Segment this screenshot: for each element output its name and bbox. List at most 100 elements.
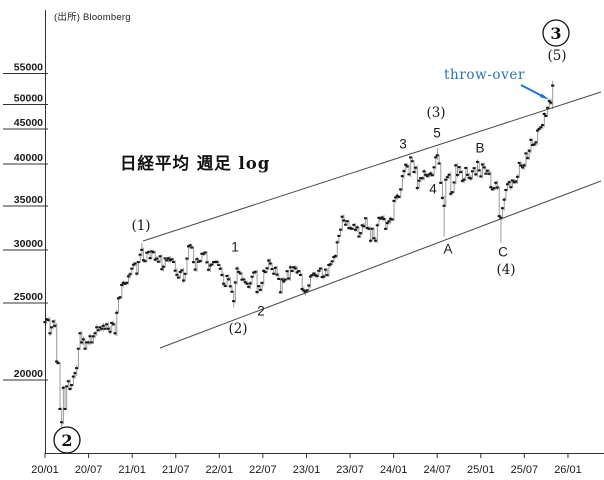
close-dot — [218, 267, 222, 270]
close-dot — [146, 251, 151, 254]
close-dot — [444, 178, 448, 181]
close-dot — [524, 152, 528, 155]
close-dot — [165, 259, 169, 262]
close-dot — [76, 347, 80, 350]
close-dot — [81, 338, 86, 341]
close-dot — [148, 257, 152, 260]
close-dot — [494, 181, 498, 184]
close-dot — [547, 100, 551, 103]
close-dot — [128, 273, 132, 276]
close-dot — [539, 126, 543, 129]
close-dot — [379, 217, 383, 220]
wave-label-A: A — [443, 242, 452, 257]
close-dot — [287, 277, 291, 280]
close-dot — [242, 278, 246, 281]
close-dot — [395, 194, 399, 197]
close-dot — [499, 216, 503, 219]
close-dot — [432, 166, 436, 169]
close-dot — [302, 289, 306, 292]
close-dot — [240, 278, 244, 281]
close-dot — [435, 154, 440, 157]
close-dot — [359, 232, 363, 235]
close-dot — [190, 246, 194, 249]
close-dot — [233, 281, 237, 284]
close-dot — [197, 260, 201, 263]
close-dot — [51, 320, 55, 323]
close-dot — [136, 261, 141, 264]
close-dot — [298, 274, 303, 277]
close-dot — [459, 171, 463, 174]
close-dot — [522, 164, 526, 167]
close-dot — [262, 269, 266, 272]
close-dot — [115, 311, 119, 314]
close-dot — [195, 258, 199, 261]
close-dot — [534, 141, 538, 144]
close-dot — [536, 129, 540, 132]
close-dot — [399, 188, 403, 191]
x-tick-label: 22/07 — [249, 464, 277, 476]
close-dot — [318, 267, 323, 270]
close-dot — [125, 281, 129, 284]
close-dot — [85, 341, 89, 344]
close-dot — [277, 277, 281, 280]
close-dot — [283, 278, 288, 281]
close-dot — [203, 251, 207, 254]
close-dot — [200, 252, 204, 255]
close-dot — [210, 263, 214, 266]
close-dot — [45, 318, 49, 321]
close-dot — [138, 253, 142, 256]
y-tick-label: 30000 — [14, 238, 43, 250]
close-dot — [392, 199, 396, 202]
close-dot — [532, 143, 536, 146]
close-dot — [519, 164, 523, 167]
close-dot — [192, 261, 196, 264]
close-dot — [228, 285, 232, 288]
close-dot — [141, 259, 146, 262]
close-dot — [364, 217, 368, 220]
close-dot — [116, 297, 121, 300]
close-dot — [487, 172, 491, 175]
close-dot — [457, 166, 461, 169]
close-dot — [484, 172, 488, 175]
circled-wave-digit: 2 — [61, 431, 72, 450]
close-dot — [88, 335, 92, 338]
close-dot — [387, 220, 391, 223]
close-dot — [337, 234, 341, 237]
close-dot — [293, 267, 298, 270]
x-tick-label: 20/07 — [75, 464, 103, 476]
close-dot — [347, 227, 351, 230]
close-dot — [360, 224, 364, 227]
close-dot — [145, 251, 149, 254]
close-dot — [440, 196, 445, 199]
close-dot — [171, 261, 176, 264]
close-dot — [474, 173, 478, 176]
close-dot — [424, 173, 428, 176]
close-dot — [521, 166, 525, 169]
close-dot — [349, 227, 353, 230]
x-tick-label: 21/01 — [118, 464, 146, 476]
close-dot — [247, 285, 251, 288]
close-dot — [250, 275, 254, 278]
close-dot — [303, 290, 308, 293]
close-dot — [465, 173, 470, 176]
throw-over-arrow — [520, 84, 545, 98]
close-dot — [213, 260, 217, 263]
y-tick-label: 40000 — [14, 152, 43, 164]
close-dot — [101, 324, 106, 327]
close-dot — [350, 227, 354, 230]
close-dot — [342, 219, 346, 222]
close-dot — [212, 261, 216, 264]
close-dot — [91, 335, 96, 338]
close-dot — [345, 220, 349, 223]
close-dot — [455, 173, 460, 176]
close-dot — [55, 360, 59, 363]
close-dot — [340, 215, 344, 218]
close-dot — [140, 248, 144, 251]
close-dot — [505, 183, 510, 186]
close-dot — [130, 267, 134, 270]
close-dot — [352, 223, 356, 226]
close-dot — [328, 263, 333, 266]
close-dot — [290, 270, 294, 273]
close-dot — [131, 263, 136, 266]
wave-label-1: (1) — [131, 218, 150, 234]
